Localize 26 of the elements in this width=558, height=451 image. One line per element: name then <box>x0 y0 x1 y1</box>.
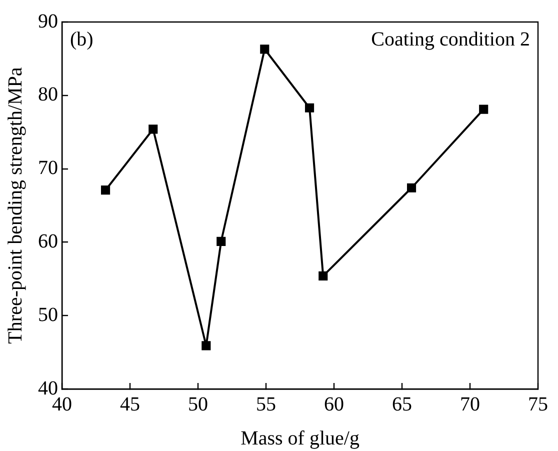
y-tick-label: 60 <box>38 230 58 252</box>
y-tick-label: 40 <box>38 377 58 400</box>
y-axis-title: Three-point bending strength/MPa <box>4 67 26 344</box>
point <box>216 236 226 246</box>
x-tick-label: 50 <box>188 393 208 416</box>
y-tick-label: 90 <box>38 10 58 32</box>
point <box>479 104 488 114</box>
point <box>304 103 314 112</box>
annotation: (b) <box>70 28 94 50</box>
point <box>318 271 328 280</box>
annotation: Coating condition 2 <box>371 28 530 50</box>
y-tick-label: 80 <box>38 84 58 106</box>
x-tick-label: 75 <box>528 393 548 416</box>
x-tick-label: 65 <box>392 393 412 416</box>
x-tick-label: 70 <box>460 393 480 416</box>
point <box>100 186 110 195</box>
y-tick-label: 50 <box>38 304 58 326</box>
point <box>406 183 416 192</box>
point <box>202 341 211 350</box>
point <box>148 124 158 134</box>
point <box>260 44 270 54</box>
y-tick-label: 70 <box>38 157 58 180</box>
x-tick-label: 55 <box>256 393 276 416</box>
x-axis-title: Mass of glue/g <box>240 427 360 450</box>
x-tick-label: 60 <box>324 393 344 416</box>
x-tick-label: 45 <box>120 393 140 416</box>
